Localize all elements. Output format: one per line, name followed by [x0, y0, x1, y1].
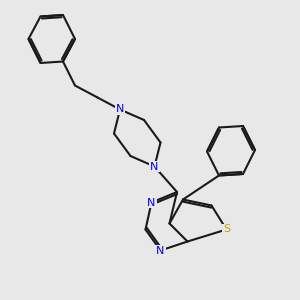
- Text: N: N: [116, 104, 124, 115]
- Text: S: S: [223, 224, 230, 235]
- Text: N: N: [156, 245, 165, 256]
- Text: N: N: [147, 197, 156, 208]
- Text: N: N: [150, 161, 159, 172]
